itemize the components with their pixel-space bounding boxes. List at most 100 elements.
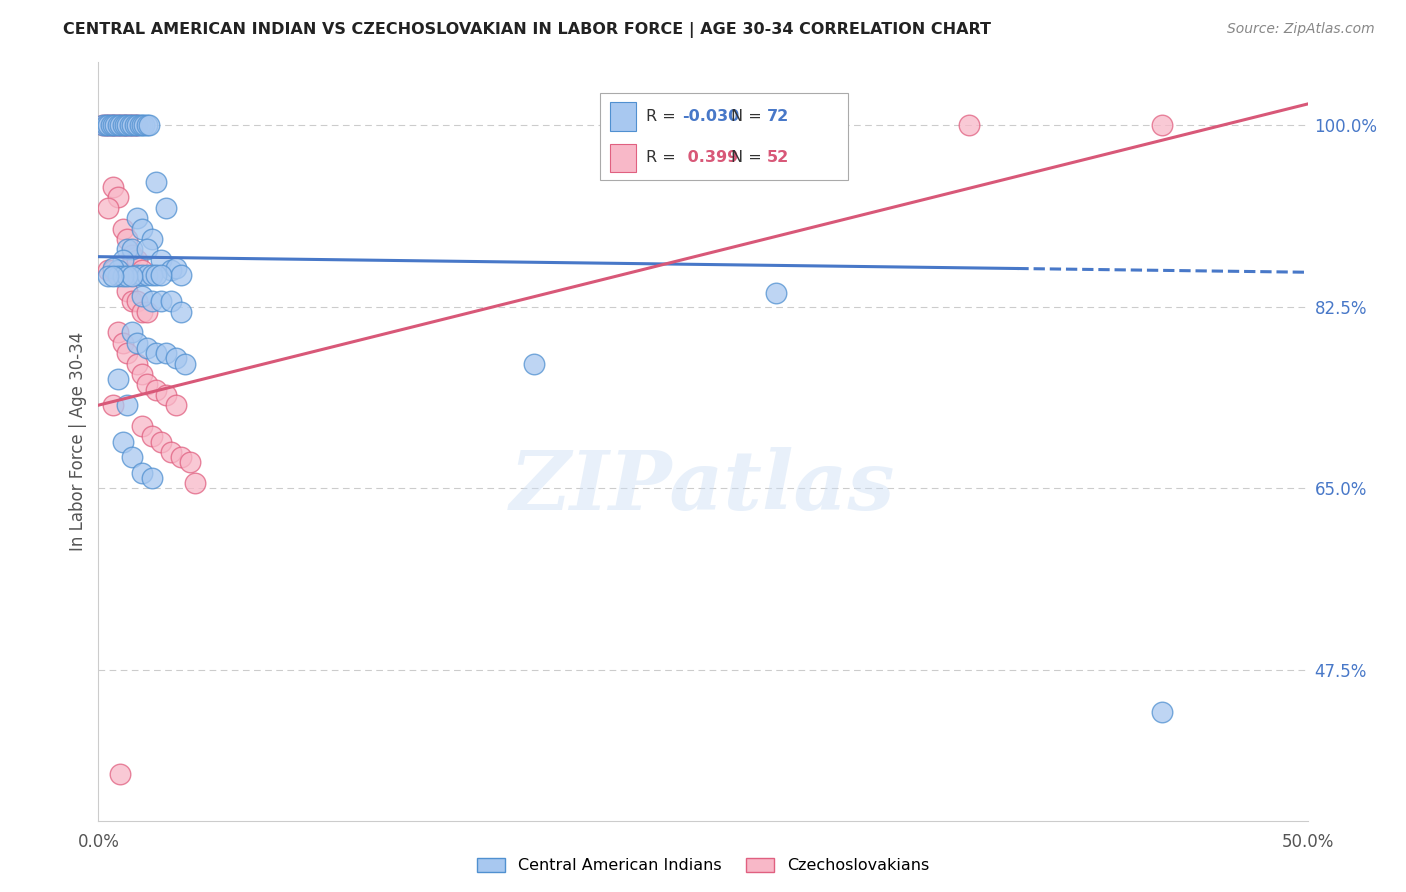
- Point: [97, 201, 120, 215]
- Point: [111, 269, 134, 284]
- Text: -0.030: -0.030: [682, 109, 740, 124]
- Point: [150, 252, 173, 267]
- Point: [131, 289, 153, 303]
- Point: [114, 118, 136, 132]
- Point: [111, 221, 134, 235]
- Point: [121, 326, 143, 340]
- Point: [108, 767, 131, 781]
- Text: N =: N =: [731, 151, 766, 166]
- Point: [169, 450, 191, 464]
- Point: [101, 118, 124, 132]
- Point: [94, 118, 117, 132]
- Point: [114, 118, 136, 132]
- Point: [131, 268, 153, 283]
- Point: [97, 118, 120, 132]
- Point: [101, 263, 124, 277]
- Point: [141, 268, 163, 283]
- Point: [145, 268, 167, 283]
- Point: [150, 294, 173, 309]
- Point: [127, 211, 149, 226]
- Point: [127, 357, 149, 371]
- Point: [117, 398, 139, 412]
- Point: [118, 118, 141, 132]
- Point: [121, 243, 143, 257]
- Text: 50.0%: 50.0%: [1281, 833, 1334, 851]
- Text: ZIPatlas: ZIPatlas: [510, 447, 896, 527]
- Point: [1152, 118, 1174, 132]
- Point: [107, 268, 129, 283]
- Point: [141, 429, 163, 443]
- Point: [107, 190, 129, 204]
- Point: [131, 367, 153, 381]
- Text: N =: N =: [731, 109, 766, 124]
- Point: [150, 434, 173, 449]
- Point: [134, 118, 156, 132]
- Point: [145, 383, 167, 397]
- Text: 52: 52: [768, 151, 789, 166]
- Point: [104, 118, 127, 132]
- Point: [91, 118, 114, 132]
- Point: [127, 268, 149, 283]
- Point: [127, 118, 149, 132]
- Point: [107, 326, 129, 340]
- Point: [97, 263, 120, 277]
- Point: [117, 346, 139, 360]
- Point: [150, 268, 173, 283]
- Point: [127, 294, 149, 309]
- Point: [141, 232, 163, 246]
- Point: [91, 118, 114, 132]
- Point: [184, 476, 207, 491]
- Point: [141, 471, 163, 485]
- Point: [107, 118, 129, 132]
- Point: [117, 243, 139, 257]
- Point: [135, 341, 157, 355]
- Point: [128, 118, 150, 132]
- Point: [131, 304, 153, 318]
- Point: [135, 377, 157, 392]
- Point: [131, 263, 153, 277]
- Point: [174, 357, 197, 371]
- Point: [124, 118, 146, 132]
- Point: [107, 263, 129, 277]
- Point: [111, 268, 134, 283]
- Point: [523, 357, 546, 371]
- Point: [108, 118, 131, 132]
- Text: R =: R =: [647, 151, 681, 166]
- Point: [165, 351, 187, 366]
- Point: [169, 268, 191, 283]
- Point: [111, 335, 134, 350]
- Point: [108, 118, 131, 132]
- Point: [111, 118, 134, 132]
- Point: [165, 398, 187, 412]
- Point: [94, 118, 117, 132]
- Point: [127, 118, 149, 132]
- Point: [135, 268, 157, 283]
- Point: [160, 445, 183, 459]
- Point: [121, 294, 143, 309]
- Point: [121, 450, 143, 464]
- Point: [121, 247, 143, 261]
- Point: [765, 285, 787, 300]
- Point: [155, 346, 177, 360]
- Text: Source: ZipAtlas.com: Source: ZipAtlas.com: [1227, 22, 1375, 37]
- Point: [100, 118, 122, 132]
- Point: [145, 175, 167, 189]
- Point: [155, 388, 177, 402]
- Y-axis label: In Labor Force | Age 30-34: In Labor Force | Age 30-34: [69, 332, 87, 551]
- Point: [169, 304, 191, 318]
- Point: [131, 221, 153, 235]
- Point: [124, 118, 146, 132]
- Point: [107, 372, 129, 386]
- Point: [100, 118, 122, 132]
- Point: [101, 118, 124, 132]
- FancyBboxPatch shape: [610, 144, 637, 172]
- Point: [135, 304, 157, 318]
- Text: 0.0%: 0.0%: [77, 833, 120, 851]
- Point: [101, 180, 124, 194]
- FancyBboxPatch shape: [610, 102, 637, 130]
- Point: [118, 118, 141, 132]
- Legend: Central American Indians, Czechoslovakians: Central American Indians, Czechoslovakia…: [470, 851, 936, 880]
- Point: [117, 232, 139, 246]
- Point: [127, 335, 149, 350]
- Point: [141, 294, 163, 309]
